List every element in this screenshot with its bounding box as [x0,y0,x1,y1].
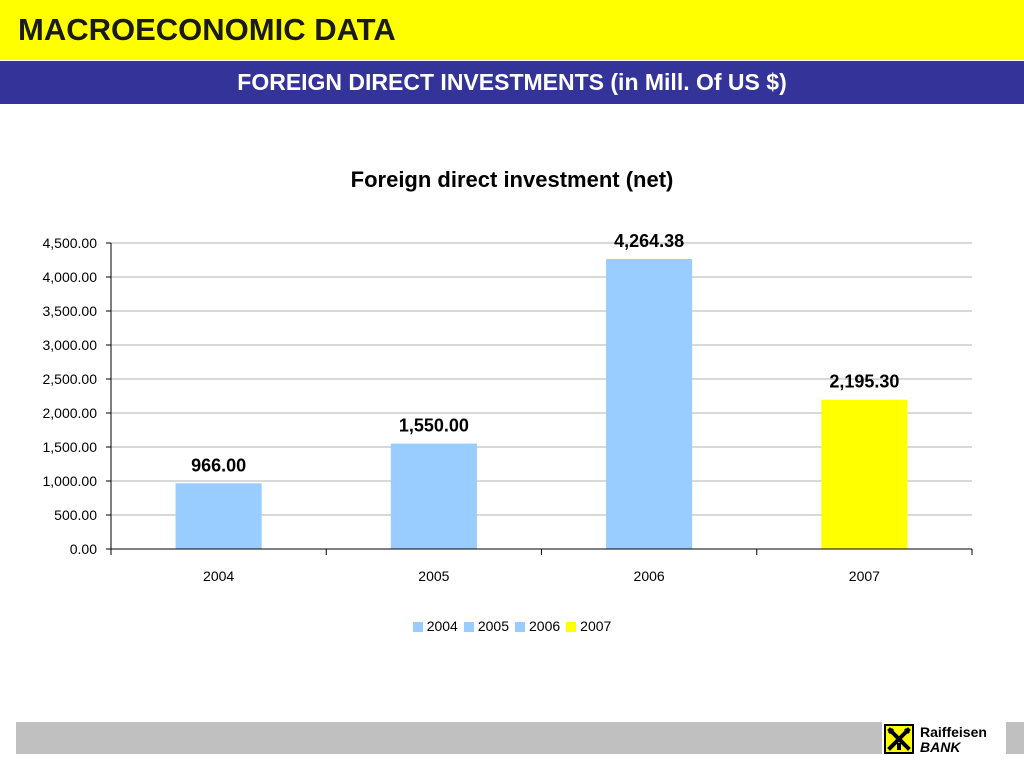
x-tick-label: 2006 [634,568,665,584]
raiffeisen-crossed-horses-icon [884,724,914,754]
legend-entry: 2006 [515,618,560,634]
x-tick-label: 2007 [849,568,880,584]
data-label-2007: 2,195.30 [829,372,899,392]
bar-chart: 0.00 500.00 1,000.00 1,500.00 2,000.00 2,500.… [43,231,973,584]
y-tick-label: 1,000.00 [43,473,98,489]
x-tick-label: 2005 [418,568,449,584]
bank-logo: Raiffeisen BANK [882,722,1006,756]
x-tick-label: 2004 [203,568,234,584]
axes [106,242,973,555]
y-tick-label: 2,000.00 [43,405,98,421]
legend-swatch [412,622,423,632]
legend-entry: 2004 [412,618,458,634]
bar-2004 [175,483,262,549]
legend-swatch [463,622,474,632]
footer-band [16,722,1024,754]
chart-title: Foreign direct investment (net) [350,167,674,192]
gridlines [111,242,972,516]
y-tick-label: 2,500.00 [43,371,98,387]
page-title: MACROECONOMIC DATA [18,12,396,47]
y-tick-label: 3,000.00 [43,337,98,353]
chart-legend: 2004 2005 2006 2007 [0,618,1024,634]
data-label-2005: 1,550.00 [399,416,469,436]
legend-entry: 2005 [463,618,509,634]
labels: 0.00 500.00 1,000.00 1,500.00 2,000.00 2,500.… [43,231,900,584]
data-label-2004: 966.00 [191,455,246,475]
legend-label: 2007 [580,618,612,634]
y-tick-label: 0.00 [70,541,97,557]
logo-name-line2: BANK [920,739,961,755]
bar-2006 [606,259,693,549]
logo-name-line1: Raiffeisen [920,724,987,740]
header-band [0,0,1024,60]
bar-2007 [821,399,908,549]
y-tick-label: 3,500.00 [43,303,98,319]
y-tick-label: 4,000.00 [43,269,98,285]
subtitle-band: FOREIGN DIRECT INVESTMENTS (in Mill. Of … [0,61,1024,104]
bars [175,259,908,549]
legend-label: 2004 [426,618,458,634]
legend-swatch [515,622,525,632]
y-tick-label: 500.00 [54,507,97,523]
legend-entry: 2007 [566,618,611,634]
y-tick-label: 4,500.00 [43,235,98,251]
legend-label: 2005 [477,618,509,634]
legend-swatch [566,622,577,632]
page-subtitle: FOREIGN DIRECT INVESTMENTS (in Mill. Of … [237,69,787,95]
data-label-2006: 4,264.38 [614,231,684,251]
legend-label: 2006 [529,618,561,634]
y-tick-label: 1,500.00 [43,439,98,455]
bar-2005 [390,443,477,549]
